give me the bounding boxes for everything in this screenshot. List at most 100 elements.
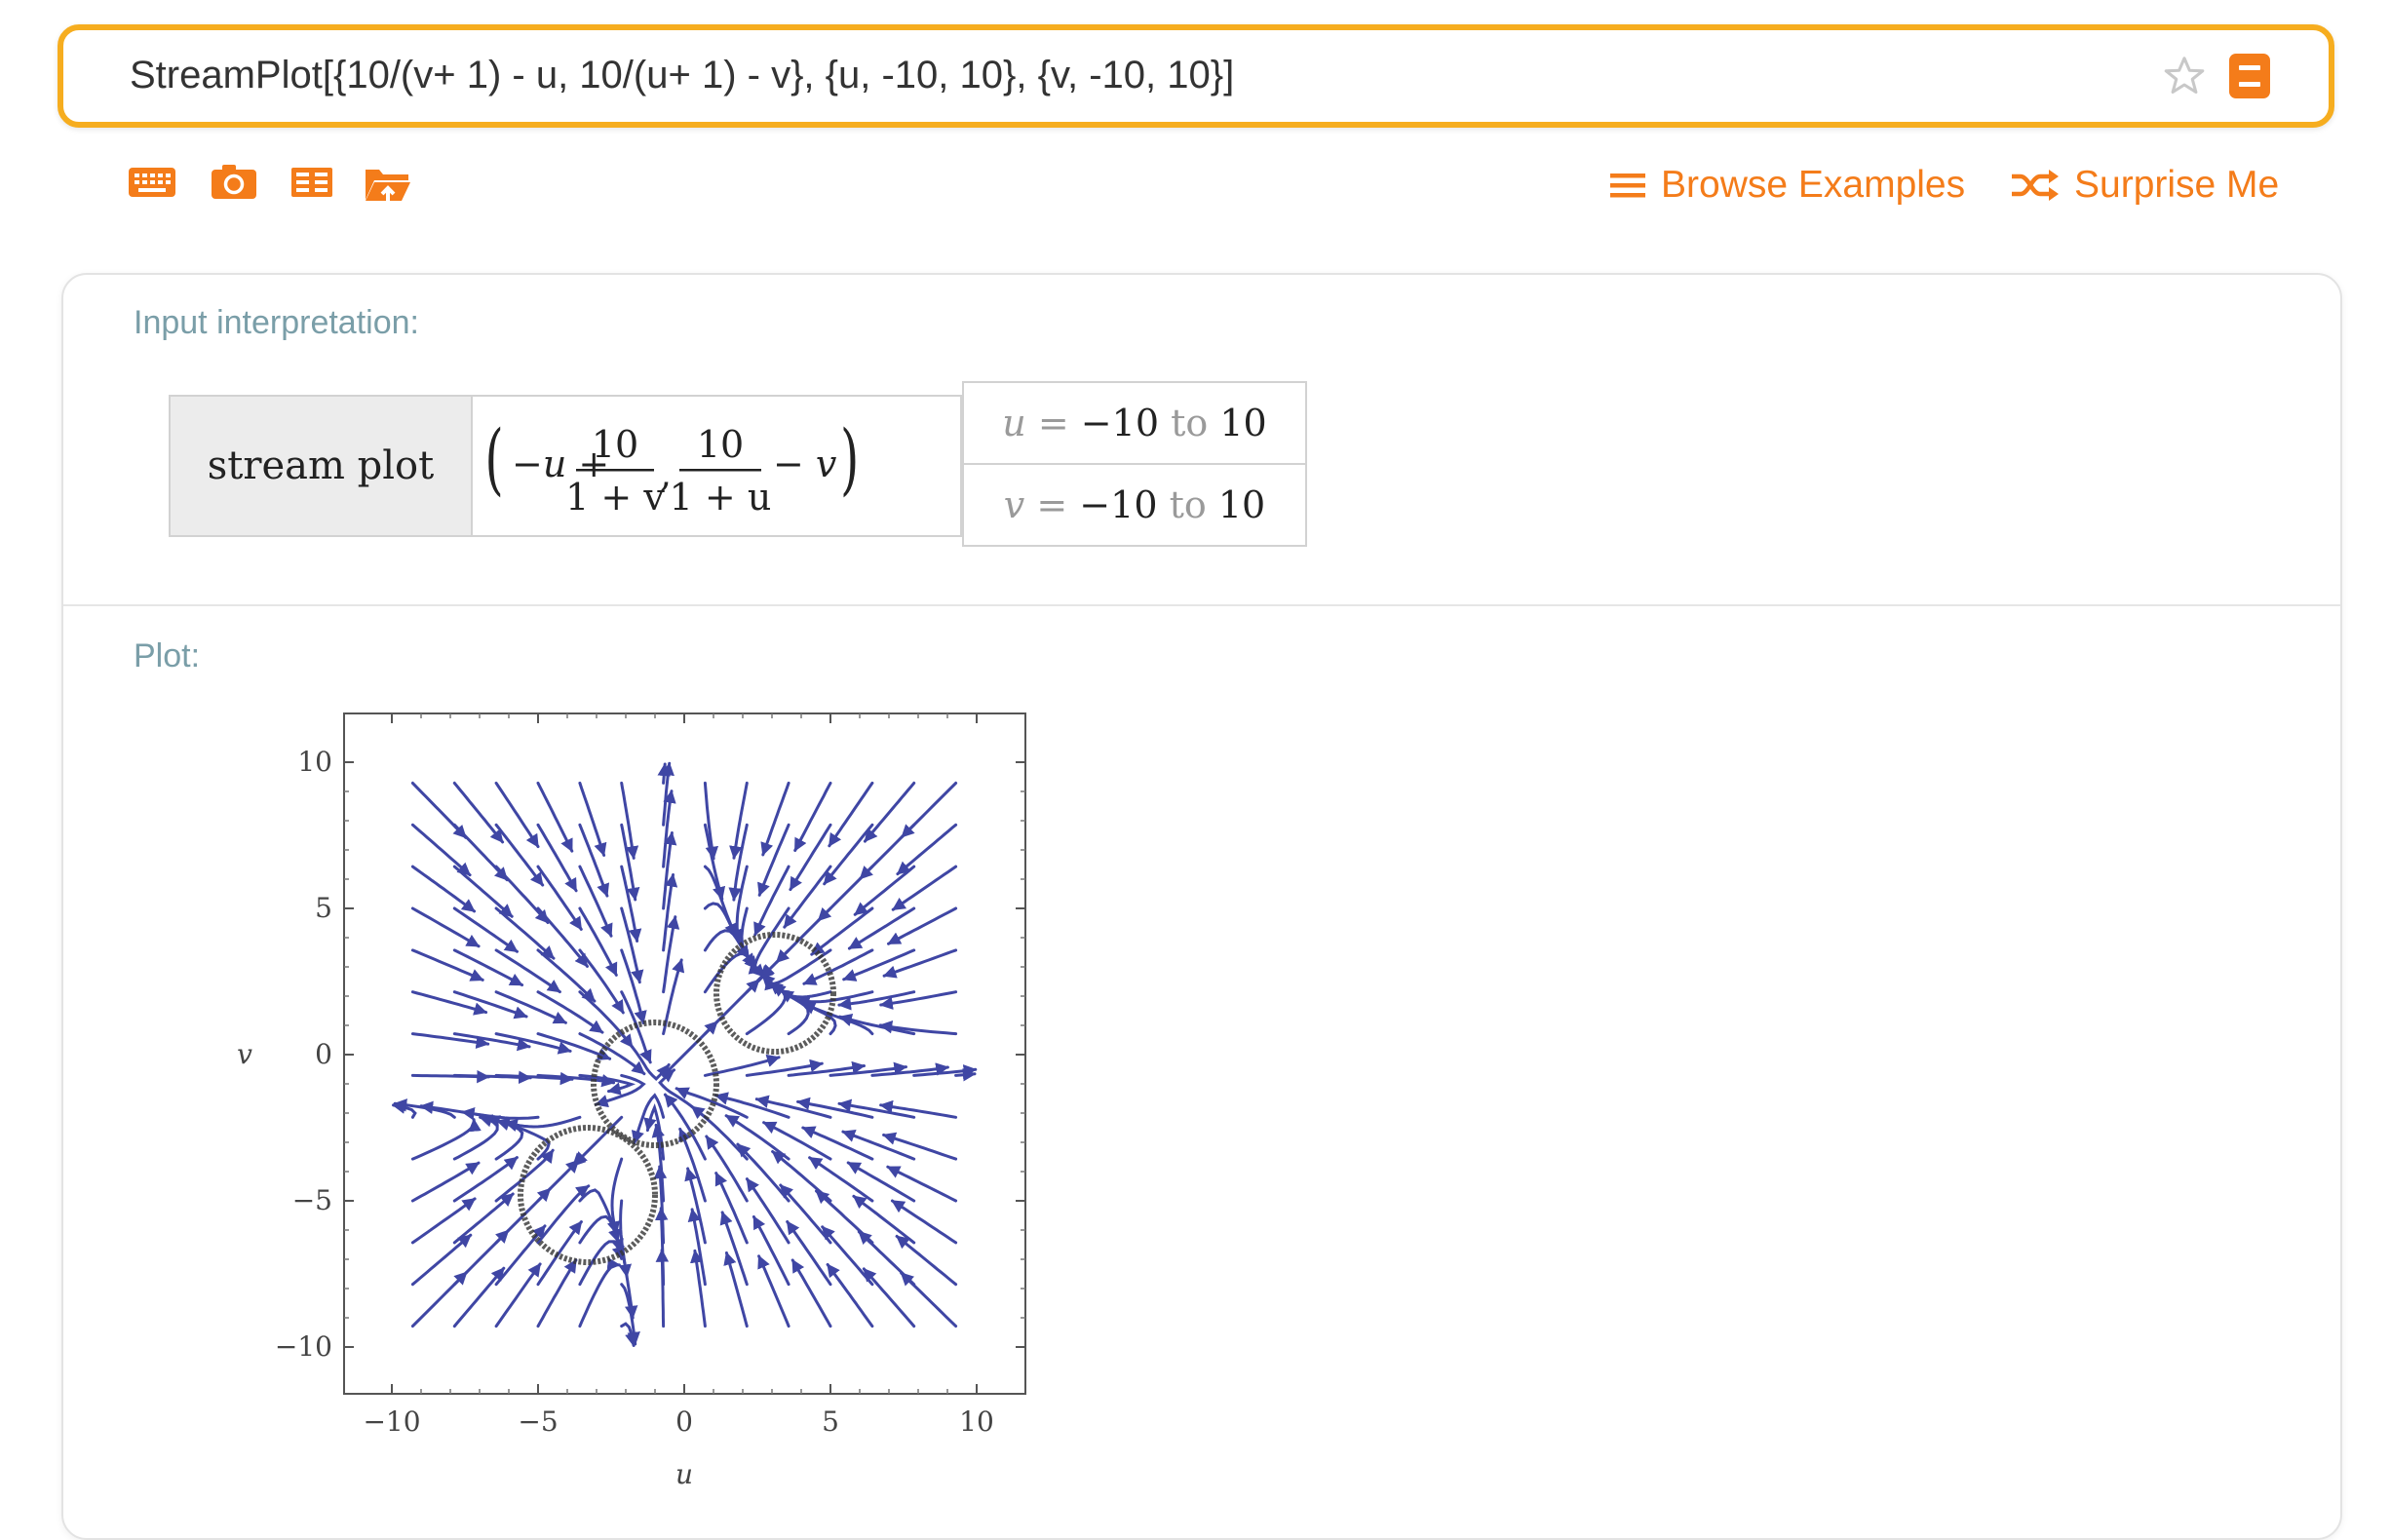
- stream-line-104: [703, 1054, 781, 1077]
- star-icon[interactable]: [2162, 54, 2207, 98]
- stream-line-35: [494, 1032, 572, 1055]
- stream-line-38: [494, 906, 556, 960]
- stream-line-101: [678, 1127, 707, 1203]
- surprise-me-link[interactable]: Surprise Me: [2010, 158, 2279, 212]
- stream-line-55: [536, 781, 574, 853]
- stream-line-181: [863, 781, 916, 843]
- stream-line-76: [594, 1073, 646, 1108]
- range-u-end: 10: [1219, 402, 1267, 444]
- range-v-to: to: [1169, 483, 1207, 526]
- stream-line-128: [745, 1177, 790, 1245]
- x-tick-label-2: 0: [675, 1405, 693, 1438]
- y-tick-label-2: 0: [315, 1038, 332, 1070]
- stream-line-160: [870, 1062, 949, 1077]
- stream-line-83: [620, 781, 639, 860]
- drawn-circle-0: [591, 1020, 719, 1148]
- stream-line-176: [837, 990, 916, 1011]
- stream-line-68: [578, 823, 610, 898]
- stream-line-4: [410, 1118, 482, 1161]
- stream-line-99: [687, 1208, 707, 1287]
- stream-line-42: [536, 1258, 578, 1328]
- stream-line-130: [724, 1114, 790, 1161]
- stream-line-7: [410, 1032, 490, 1050]
- stream-line-37: [494, 948, 561, 994]
- stream-line-183: [895, 1234, 958, 1287]
- stream-line-111: [703, 781, 719, 861]
- stream-line-2: [410, 1197, 477, 1245]
- range-u-to: to: [1171, 402, 1209, 444]
- stream-line-141: [786, 1220, 832, 1287]
- comma: ,: [660, 452, 672, 495]
- x-tick-label-3: 5: [822, 1405, 839, 1438]
- keyboard-icon[interactable]: [127, 162, 177, 201]
- stream-line-39: [494, 865, 550, 924]
- range-v-eq: =: [1036, 483, 1068, 526]
- range-u-from: −10: [1080, 402, 1159, 444]
- stream-line-186: [882, 1132, 958, 1161]
- stream-line-193: [891, 865, 958, 911]
- stream-line-27: [452, 781, 505, 844]
- stream-line-192: [887, 906, 958, 945]
- shuffle-icon: [2012, 170, 2059, 201]
- stream-line-77: [620, 1032, 671, 1081]
- stream-line-132: [787, 1060, 866, 1077]
- stream-line-17: [452, 1156, 519, 1203]
- y-tick-label-3: −5: [292, 1184, 332, 1216]
- stream-line-140: [790, 1258, 832, 1328]
- stream-line-51: [536, 948, 597, 1003]
- stream-line-171: [846, 1161, 916, 1203]
- term2-suffix: − v: [773, 443, 837, 485]
- stream-line-67: [578, 865, 613, 938]
- search-input[interactable]: [130, 46, 2099, 104]
- y-axis-label: v: [237, 1038, 252, 1070]
- pod-divider: [63, 604, 2340, 606]
- stream-line-173: [837, 1098, 916, 1119]
- stream-line-1: [410, 1233, 473, 1287]
- stream-line-74: [606, 1157, 624, 1235]
- frac1-denominator: 1 + v: [565, 476, 665, 519]
- x-tick-label-4: 10: [959, 1405, 994, 1438]
- stream-line-139: [760, 781, 790, 857]
- results-menu-icon[interactable]: [2229, 54, 2270, 98]
- axis-ticks: −10 −5 0 5 10 10 5 0 −5 −10: [275, 713, 1025, 1438]
- stream-line-151: [783, 865, 832, 929]
- x-tick-label-1: −5: [518, 1405, 558, 1438]
- stream-line-92: [662, 915, 680, 994]
- stream-line-189: [878, 1020, 958, 1036]
- stream-line-52: [536, 906, 589, 968]
- stream-line-22: [452, 990, 528, 1020]
- stream-line-21: [452, 1032, 531, 1052]
- stream-line-178: [847, 906, 916, 950]
- stream-line-153: [793, 781, 832, 852]
- stream-line-47: [461, 1106, 540, 1121]
- stream-line-48: [536, 1073, 616, 1088]
- stream-line-86: [653, 1165, 668, 1245]
- stream-line-123: [729, 865, 749, 943]
- stream-line-18: [452, 1114, 499, 1161]
- table-icon[interactable]: [289, 162, 335, 201]
- camera-icon[interactable]: [209, 162, 259, 201]
- stream-line-163: [802, 948, 874, 985]
- stream-line-167: [828, 781, 874, 848]
- stream-line-159: [796, 1097, 874, 1119]
- stream-line-63: [578, 1032, 646, 1076]
- stream-line-62: [578, 1073, 636, 1096]
- upload-folder-icon[interactable]: [363, 162, 413, 205]
- x-axis-label: u: [675, 1458, 693, 1490]
- stream-line-40: [494, 823, 545, 887]
- stream-line-146: [829, 1061, 907, 1077]
- y-tick-label-4: −10: [275, 1330, 332, 1363]
- results-card: Input interpretation: stream plot ( −u +…: [61, 273, 2342, 1540]
- stream-line-89: [631, 1093, 666, 1145]
- range-v-end: 10: [1217, 483, 1266, 526]
- stream-line-175: [838, 1013, 916, 1036]
- stream-line-9: [410, 948, 484, 982]
- close-paren: ): [840, 412, 859, 504]
- expression-math: ( −u + 10 1 + v , 10 1 + u − v ): [484, 412, 859, 519]
- browse-examples-link[interactable]: Browse Examples: [1608, 158, 1965, 212]
- stream-line-69: [578, 781, 607, 857]
- stream-line-127: [752, 1214, 790, 1287]
- stream-line-195: [900, 781, 958, 839]
- stream-line-113: [719, 1211, 749, 1287]
- stream-line-49: [536, 1032, 612, 1060]
